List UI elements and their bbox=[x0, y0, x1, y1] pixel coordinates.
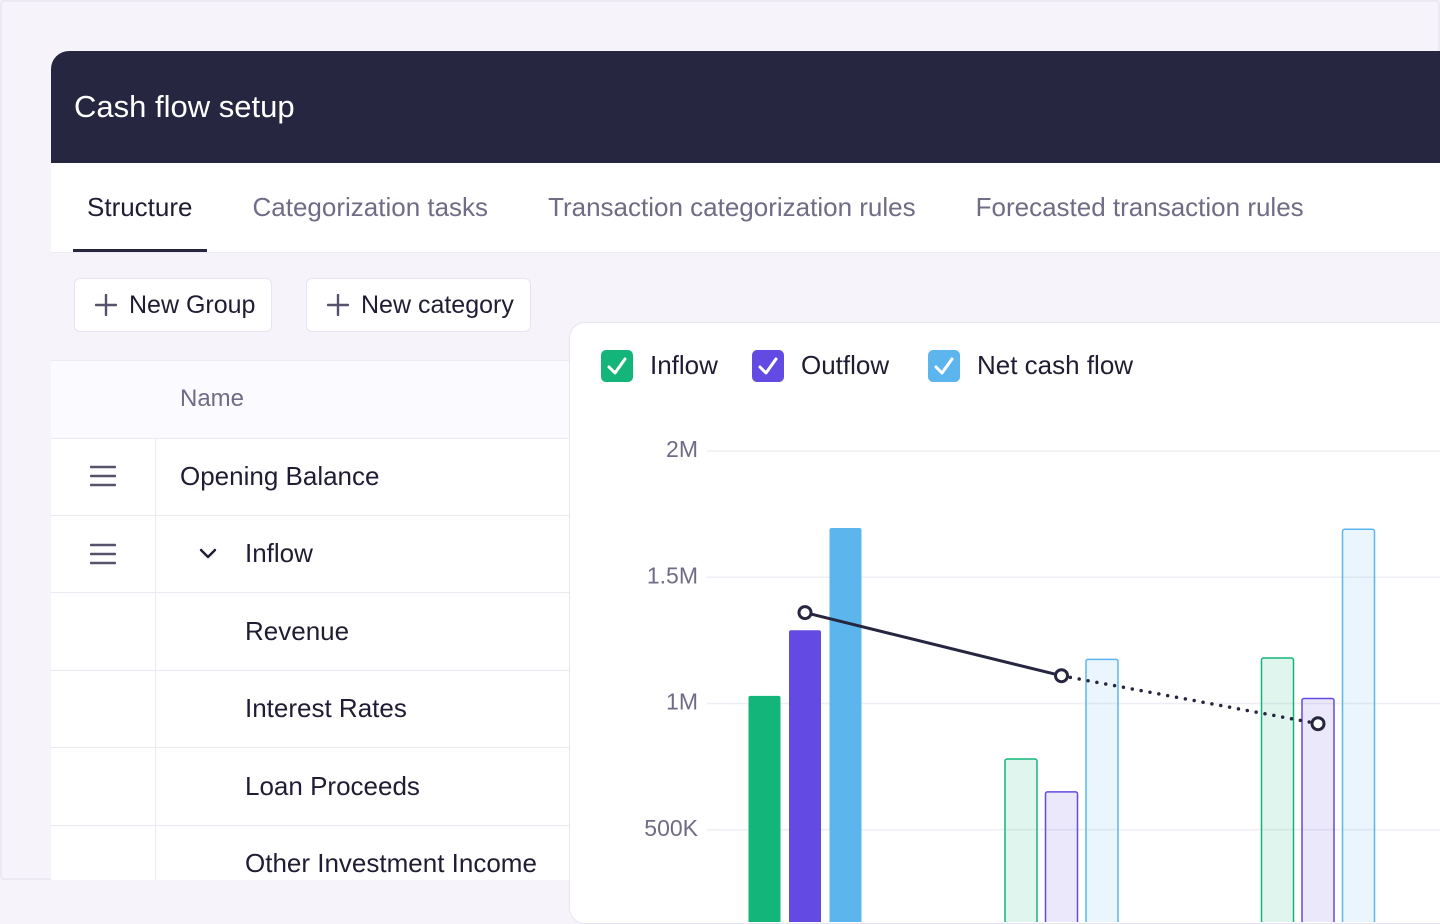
plus-icon bbox=[327, 294, 349, 316]
y-tick-label: 1.5M bbox=[647, 562, 698, 588]
y-tick-label: 2M bbox=[666, 436, 698, 462]
check-mark bbox=[758, 357, 778, 375]
table-row: Revenue bbox=[51, 593, 651, 671]
plus-icon bbox=[95, 294, 117, 316]
row-label: Interest Rates bbox=[245, 693, 407, 724]
button-label: New Group bbox=[129, 290, 256, 319]
line-point bbox=[1054, 668, 1069, 684]
check-mark bbox=[934, 357, 954, 375]
bar bbox=[789, 630, 821, 922]
drag-handle[interactable] bbox=[90, 465, 116, 487]
button-label: New category bbox=[361, 290, 514, 319]
tab[interactable]: Structure bbox=[73, 163, 207, 252]
row-label: Opening Balance bbox=[180, 460, 380, 491]
header: Cash flow setup bbox=[51, 51, 1440, 163]
drag-handle[interactable] bbox=[90, 543, 116, 565]
tab[interactable]: Forecasted transaction rules bbox=[975, 192, 1304, 222]
y-tick-label: 500K bbox=[644, 815, 698, 841]
row-label: Revenue bbox=[245, 615, 350, 646]
structure-table: Name Opening Balance Inflow Revenue Interest… bbox=[51, 360, 651, 880]
bar bbox=[829, 528, 862, 922]
legend-label: Net cash flow bbox=[977, 350, 1133, 380]
legend-checkbox bbox=[752, 350, 784, 382]
table-header-row: Name bbox=[51, 361, 651, 439]
legend-label: Inflow bbox=[650, 350, 718, 380]
row-label: Other Investment Income bbox=[245, 848, 537, 879]
line-point bbox=[797, 605, 813, 621]
button[interactable]: New Group bbox=[74, 278, 273, 332]
legend-checkbox bbox=[601, 350, 633, 382]
button[interactable]: New category bbox=[306, 278, 531, 332]
table-row: Opening Balance bbox=[51, 438, 651, 516]
row-label: Inflow bbox=[245, 538, 313, 569]
legend-label: Outflow bbox=[801, 350, 889, 380]
table-row: Inflow bbox=[51, 516, 651, 593]
bar bbox=[1301, 697, 1335, 922]
bar bbox=[1085, 658, 1119, 922]
row-label: Loan Proceeds bbox=[245, 770, 420, 801]
bar bbox=[1341, 528, 1376, 922]
column-header: Name bbox=[180, 385, 245, 413]
bar bbox=[748, 695, 781, 922]
chart-card: 500K 1M 1.5M 2M Inflow Outflow Net cash flow bbox=[569, 322, 1440, 924]
bar bbox=[1260, 657, 1295, 922]
y-tick-label: 1M bbox=[666, 689, 698, 715]
page-title: Cash flow setup bbox=[74, 89, 295, 124]
table-row: Interest Rates bbox=[51, 671, 651, 748]
check-mark bbox=[607, 357, 627, 375]
bar bbox=[1004, 758, 1038, 922]
tab[interactable]: Transaction categorization rules bbox=[548, 192, 916, 222]
table-row: Loan Proceeds bbox=[51, 748, 651, 826]
expand-chevron[interactable] bbox=[199, 548, 217, 560]
column-divider bbox=[155, 361, 156, 880]
table-row: Other Investment Income bbox=[51, 826, 651, 881]
legend-checkbox bbox=[928, 350, 960, 382]
balance-line-forecast bbox=[1059, 673, 1320, 726]
line-point bbox=[1310, 716, 1326, 732]
tab-bar: Structure Categorization tasks Transaction… bbox=[51, 163, 1440, 253]
bar bbox=[1044, 791, 1079, 922]
chart: 500K 1M 1.5M 2M Inflow Outflow Net cash flow bbox=[601, 350, 1440, 922]
tab[interactable]: Categorization tasks bbox=[252, 192, 489, 222]
balance-line bbox=[803, 611, 1063, 678]
